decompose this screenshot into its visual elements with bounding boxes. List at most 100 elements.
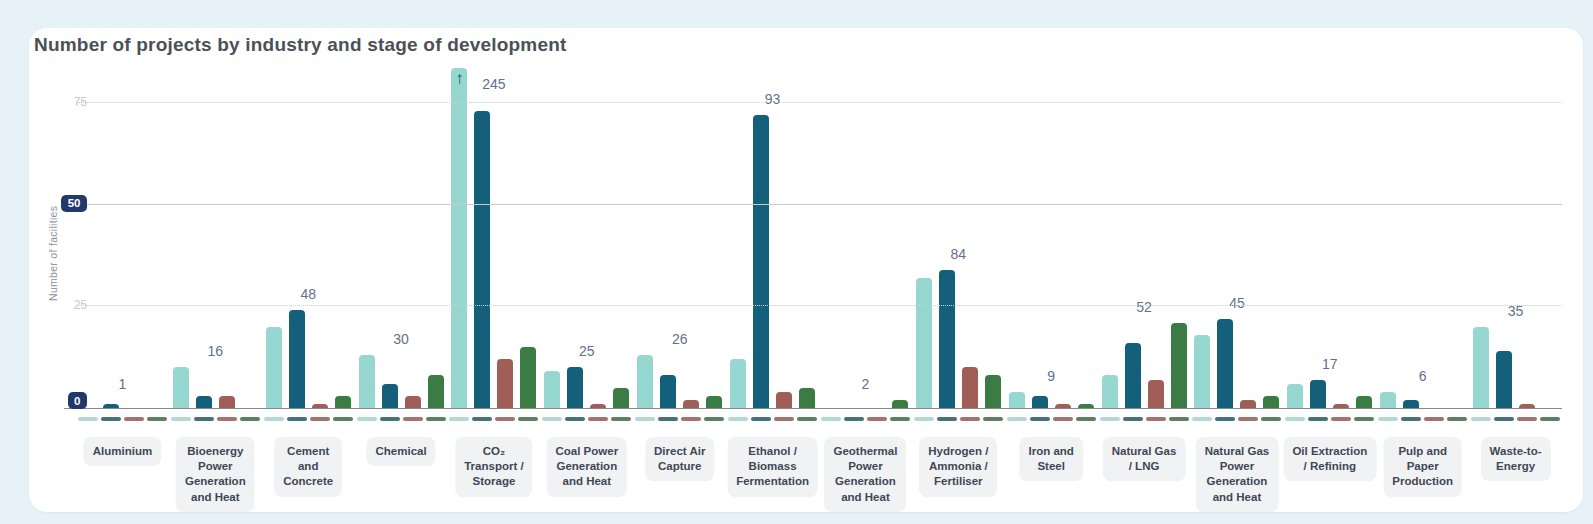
bar[interactable]	[1287, 384, 1303, 408]
bar-row	[1283, 380, 1376, 408]
bar[interactable]	[289, 310, 305, 408]
group-total-label: 2	[862, 376, 870, 392]
bar[interactable]	[637, 355, 653, 408]
bar[interactable]	[219, 396, 235, 408]
bar-row	[1376, 392, 1469, 408]
bar[interactable]	[405, 396, 421, 408]
category-label-pill: Aluminium	[84, 437, 161, 466]
category-label-pill: Waste-to- Energy	[1481, 437, 1551, 481]
series-marker-row	[1469, 417, 1562, 421]
series-marker-row	[726, 417, 819, 421]
group-total-label: 25	[579, 343, 595, 359]
bar[interactable]	[1009, 392, 1025, 408]
bar[interactable]	[359, 355, 375, 408]
bar[interactable]	[335, 396, 351, 408]
bar[interactable]	[567, 367, 583, 408]
y-axis-tick-badge-value: 50	[61, 195, 87, 212]
bar[interactable]	[1403, 400, 1419, 408]
bar-row	[169, 367, 262, 408]
bar[interactable]	[497, 359, 513, 408]
series-marker-dash	[495, 417, 515, 421]
bar[interactable]	[660, 375, 676, 408]
bar[interactable]	[173, 367, 189, 408]
bar-group: 25Coal Power Generation and Heat	[540, 68, 633, 408]
series-marker-dash	[1215, 417, 1235, 421]
series-marker-dash	[844, 417, 864, 421]
bar[interactable]	[1496, 351, 1512, 408]
gridline	[76, 102, 1562, 103]
y-axis-tick-badge-value: 0	[68, 392, 87, 409]
bar[interactable]	[544, 371, 560, 408]
series-marker-dash	[217, 417, 237, 421]
bar-row	[1469, 327, 1562, 408]
category-label-pill: CO₂ Transport / Storage	[455, 437, 532, 497]
series-marker-dash	[774, 417, 794, 421]
series-marker-dash	[1285, 417, 1305, 421]
bar[interactable]	[266, 327, 282, 408]
series-marker-dash	[704, 417, 724, 421]
bar-group: 9Iron and Steel	[1005, 68, 1098, 408]
bar[interactable]	[892, 400, 908, 408]
bar[interactable]	[520, 347, 536, 408]
bar-row	[262, 310, 355, 408]
series-marker-dash	[1030, 417, 1050, 421]
series-marker-dash	[1192, 417, 1212, 421]
bar[interactable]	[1473, 327, 1489, 408]
bar[interactable]	[196, 396, 212, 408]
bar[interactable]	[753, 115, 769, 408]
bar[interactable]	[1217, 319, 1233, 408]
series-marker-dash	[542, 417, 562, 421]
bar-group: ↑245CO₂ Transport / Storage	[448, 68, 541, 408]
bar[interactable]	[799, 388, 815, 408]
bar[interactable]	[613, 388, 629, 408]
series-marker-dash	[78, 417, 98, 421]
series-marker-row	[540, 417, 633, 421]
bar-group: 17Oil Extraction / Refining	[1283, 68, 1376, 408]
series-marker-dash	[449, 417, 469, 421]
bar[interactable]	[1194, 335, 1210, 408]
series-marker-dash	[797, 417, 817, 421]
category-label-pill: Natural Gas Power Generation and Heat	[1196, 437, 1279, 512]
series-marker-dash	[357, 417, 377, 421]
bar-row	[912, 270, 1005, 408]
bar[interactable]	[1310, 380, 1326, 408]
bar[interactable]	[1032, 396, 1048, 408]
bar-group: 48Cement and Concrete	[262, 68, 355, 408]
bar-row: ↑	[448, 68, 541, 408]
bar[interactable]	[939, 270, 955, 408]
bar[interactable]	[776, 392, 792, 408]
bar-group: 84Hydrogen / Ammonia / Fertiliser	[912, 68, 1005, 408]
bar[interactable]	[474, 111, 490, 408]
series-marker-dash	[101, 417, 121, 421]
bar[interactable]	[706, 396, 722, 408]
bar[interactable]	[1148, 380, 1164, 408]
series-marker-dash	[1378, 417, 1398, 421]
bar[interactable]: ↑	[451, 68, 467, 408]
series-marker-dash	[426, 417, 446, 421]
bar[interactable]	[683, 400, 699, 408]
series-marker-dash	[588, 417, 608, 421]
bar[interactable]	[730, 359, 746, 408]
bar[interactable]	[1263, 396, 1279, 408]
chart-card: Number of projects by industry and stage…	[29, 28, 1583, 512]
bar[interactable]	[1171, 323, 1187, 408]
category-label-pill: Natural Gas / LNG	[1103, 437, 1186, 481]
bar[interactable]	[985, 375, 1001, 408]
bar[interactable]	[962, 367, 978, 408]
category-label-pill: Direct Air Capture	[645, 437, 714, 481]
bar[interactable]	[382, 384, 398, 408]
bar[interactable]	[916, 278, 932, 408]
bar[interactable]	[1356, 396, 1372, 408]
series-marker-dash	[1123, 417, 1143, 421]
series-marker-dash	[380, 417, 400, 421]
series-marker-row	[1191, 417, 1284, 421]
bar[interactable]	[1125, 343, 1141, 408]
group-total-label: 16	[208, 343, 224, 359]
bar[interactable]	[1240, 400, 1256, 408]
bar-row	[1098, 323, 1191, 408]
bar[interactable]	[1102, 375, 1118, 408]
bar-group: 16Bioenergy Power Generation and Heat	[169, 68, 262, 408]
bar[interactable]	[1380, 392, 1396, 408]
bar[interactable]	[428, 375, 444, 408]
series-marker-dash	[1517, 417, 1537, 421]
